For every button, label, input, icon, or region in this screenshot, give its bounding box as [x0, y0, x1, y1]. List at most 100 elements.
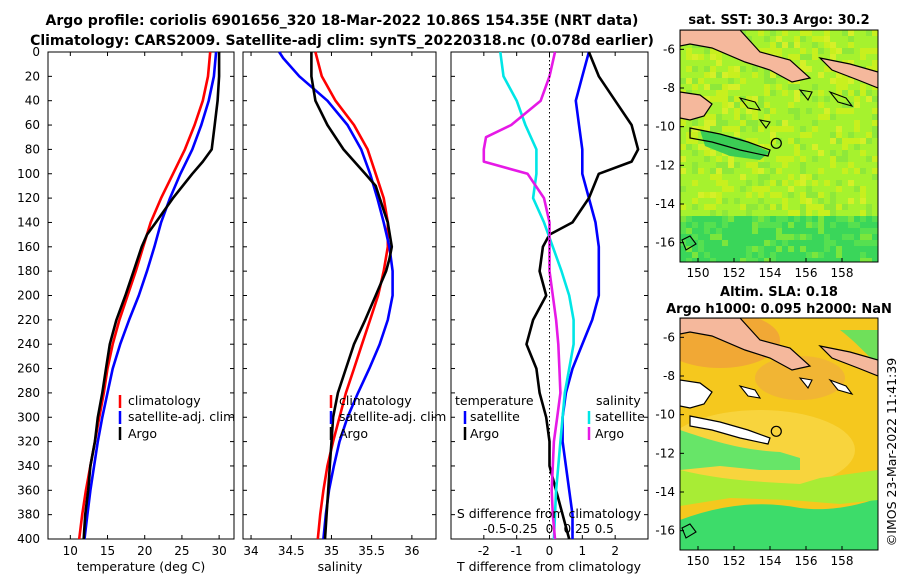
sst-pixel	[830, 252, 836, 258]
sst-pixel	[818, 234, 824, 240]
sst-pixel	[806, 210, 812, 216]
sst-pixel	[812, 156, 818, 162]
sst-pixel	[752, 222, 758, 228]
sst-pixel	[812, 192, 818, 198]
sst-pixel	[800, 228, 806, 234]
legend-title-salinity: salinity	[596, 393, 641, 408]
sst-pixel	[806, 30, 812, 36]
sst-pixel	[686, 66, 692, 72]
sst-pixel	[776, 204, 782, 210]
sst-pixel	[830, 210, 836, 216]
sst-pixel	[806, 174, 812, 180]
sst-pixel	[824, 204, 830, 210]
sst-pixel	[842, 234, 848, 240]
legend-label-climatology: climatology	[339, 393, 412, 408]
sst-pixel	[818, 48, 824, 54]
float-position-marker	[770, 425, 782, 437]
sst-pixel	[764, 114, 770, 120]
sst-pixel	[722, 168, 728, 174]
sst-pixel	[698, 168, 704, 174]
sst-pixel	[764, 102, 770, 108]
sst-pixel	[866, 240, 872, 246]
sst-pixel	[782, 222, 788, 228]
sst-pixel	[740, 114, 746, 120]
sst-pixel	[746, 120, 752, 126]
sst-pixel	[830, 132, 836, 138]
sst-pixel	[740, 66, 746, 72]
temperature-axes	[47, 51, 235, 540]
sst-pixel	[758, 234, 764, 240]
sst-pixel	[800, 66, 806, 72]
sst-pixel	[680, 258, 686, 262]
sst-pixel	[728, 126, 734, 132]
sst-pixel	[698, 234, 704, 240]
sst-pixel	[800, 60, 806, 66]
sst-pixel	[818, 36, 824, 42]
sst-pixel	[770, 258, 776, 262]
sst-pixel	[764, 222, 770, 228]
sst-pixel	[722, 84, 728, 90]
sst-pixel	[752, 240, 758, 246]
sst-pixel	[848, 228, 854, 234]
sst-pixel	[692, 180, 698, 186]
sst-pixel	[848, 162, 854, 168]
x-tick-label: 0	[546, 544, 554, 558]
sst-pixel	[824, 246, 830, 252]
sst-pixel	[782, 42, 788, 48]
sst-pixel	[794, 258, 800, 262]
sst-pixel	[800, 222, 806, 228]
sst-pixel	[776, 48, 782, 54]
sst-pixel	[794, 222, 800, 228]
map-y-tick-label: -12	[655, 446, 675, 460]
sst-pixel	[698, 228, 704, 234]
sst-pixel	[854, 258, 860, 262]
sst-pixel	[746, 180, 752, 186]
sst-pixel	[764, 162, 770, 168]
sst-pixel	[770, 204, 776, 210]
x2-tick-label: 0.25	[564, 522, 591, 536]
sst-pixel	[818, 102, 824, 108]
sst-pixel	[758, 198, 764, 204]
x-tick-label: 10	[63, 544, 78, 558]
sst-pixel	[860, 84, 866, 90]
sst-pixel	[692, 120, 698, 126]
sst-pixel	[842, 48, 848, 54]
sst-pixel	[794, 54, 800, 60]
sst-pixel	[770, 240, 776, 246]
sst-pixel	[830, 246, 836, 252]
sst-pixel	[794, 96, 800, 102]
sst-pixel	[812, 228, 818, 234]
sst-pixel	[818, 198, 824, 204]
sst-pixel	[740, 126, 746, 132]
sst-pixel	[860, 90, 866, 96]
sst-pixel	[764, 252, 770, 258]
sst-pixel	[698, 78, 704, 84]
sst-pixel	[776, 180, 782, 186]
sst-pixel	[728, 96, 734, 102]
sst-pixel	[836, 234, 842, 240]
sst-pixel	[794, 246, 800, 252]
sst-pixel	[860, 54, 866, 60]
sst-pixel	[866, 252, 872, 258]
sst-pixel	[848, 48, 854, 54]
sst-pixel	[740, 120, 746, 126]
legend-label-argo: Argo	[128, 426, 157, 441]
sst-pixel	[680, 168, 686, 174]
y-tick-label: 300	[17, 410, 40, 424]
sst-pixel	[770, 72, 776, 78]
map-x-tick-label: 150	[687, 554, 710, 568]
sst-pixel	[716, 174, 722, 180]
sst-pixel	[800, 48, 806, 54]
sst-pixel	[716, 258, 722, 262]
sst-pixel	[710, 228, 716, 234]
sst-pixel	[794, 144, 800, 150]
sst-pixel	[782, 156, 788, 162]
sst-pixel	[710, 234, 716, 240]
sst-pixel	[866, 48, 872, 54]
sst-pixel	[806, 240, 812, 246]
sst-pixel	[788, 54, 794, 60]
sst-pixel	[704, 258, 710, 262]
sst-pixel	[836, 156, 842, 162]
sst-pixel	[704, 222, 710, 228]
sst-pixel	[806, 234, 812, 240]
